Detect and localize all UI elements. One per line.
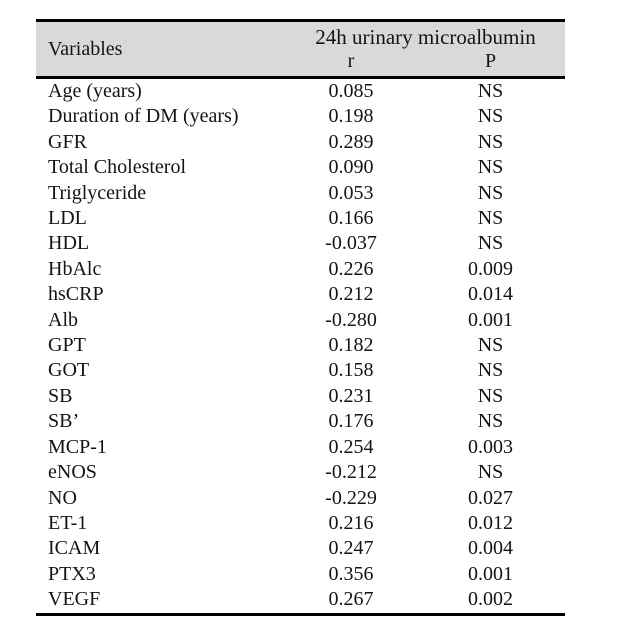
r-value-cell: 0.090 [328, 156, 374, 179]
p-value-cell: NS [477, 207, 504, 230]
variable-cell: SB’ [48, 410, 80, 433]
p-value-cell: 0.014 [468, 283, 513, 306]
table-row: Alb -0.280 0.001 [36, 308, 565, 333]
variable-cell: Total Cholesterol [48, 156, 187, 179]
r-column-header: r [286, 50, 416, 78]
r-value-cell: 0.356 [328, 562, 374, 585]
p-value-cell: 0.009 [468, 257, 513, 280]
r-value-cell: 0.289 [328, 130, 374, 153]
variable-cell: HDL [48, 232, 90, 255]
variable-cell: LDL [48, 207, 87, 230]
table-row: Total Cholesterol 0.090 NS [36, 155, 565, 180]
r-value-cell: 0.267 [328, 588, 374, 611]
table-row: GFR 0.289 NS [36, 130, 565, 155]
p-value-cell: NS [477, 359, 504, 382]
table-row: ICAM 0.247 0.004 [36, 536, 565, 561]
variable-cell: ICAM [48, 537, 101, 560]
table-row: hsCRP 0.212 0.014 [36, 282, 565, 307]
r-value-cell: 0.182 [328, 334, 374, 357]
table-row: SB 0.231 NS [36, 384, 565, 409]
table-row: PTX3 0.356 0.001 [36, 562, 565, 587]
variable-cell: MCP-1 [48, 435, 107, 458]
p-value-cell: 0.003 [468, 435, 513, 458]
r-value-cell: 0.085 [328, 80, 374, 102]
r-value-cell: 0.216 [328, 511, 374, 534]
header-row-group: Variables 24h urinary microalbumin [36, 20, 566, 78]
correlation-table: Variables 24h urinary microalbumin r P A… [36, 19, 566, 616]
p-value-cell: 0.001 [468, 562, 513, 585]
table-row: Age (years) 0.085 NS [36, 78, 565, 105]
p-column-header: P [416, 50, 566, 78]
variable-cell: eNOS [48, 461, 97, 484]
table-row: ET-1 0.216 0.012 [36, 511, 565, 536]
r-value-cell: 0.231 [328, 384, 374, 407]
header-row-sub: r P [36, 50, 566, 78]
p-value-cell: NS [477, 232, 504, 255]
r-value-cell: 0.254 [328, 435, 374, 458]
r-value-cell: 0.226 [328, 257, 374, 280]
r-value-cell: 0.212 [328, 283, 374, 306]
variable-cell: SB [48, 384, 73, 407]
r-value-cell: -0.280 [325, 308, 377, 331]
p-value-cell: NS [477, 334, 504, 357]
r-value-cell: 0.247 [328, 537, 374, 560]
variable-cell: Duration of DM (years) [48, 105, 239, 128]
variable-cell: GFR [48, 130, 87, 153]
table-row: Duration of DM (years) 0.198 NS [36, 104, 565, 129]
table-row: GOT 0.158 NS [36, 358, 565, 383]
table-row: SB’ 0.176 NS [36, 409, 565, 434]
p-value-cell: NS [477, 130, 504, 153]
table-row: HbAlc 0.226 0.009 [36, 257, 565, 282]
table-header: Variables 24h urinary microalbumin r P [36, 20, 566, 78]
table-row: VEGF 0.267 0.002 [36, 587, 565, 614]
variable-cell: GOT [48, 359, 90, 382]
r-value-cell: 0.176 [328, 410, 374, 433]
p-value-cell: NS [477, 181, 504, 204]
table-row: LDL 0.166 NS [36, 206, 565, 231]
p-value-cell: 0.001 [468, 308, 513, 331]
variable-cell: PTX3 [48, 562, 96, 585]
r-value-cell: -0.037 [325, 232, 377, 255]
group-column-header: 24h urinary microalbumin [286, 20, 566, 50]
variable-cell: hsCRP [48, 283, 104, 306]
table-body: Age (years) 0.085 NS Duration of DM (years)… [36, 78, 565, 615]
variable-cell: GPT [48, 334, 86, 357]
table-row: GPT 0.182 NS [36, 333, 565, 358]
variables-column-header: Variables [36, 20, 286, 78]
p-value-cell: 0.012 [468, 511, 513, 534]
p-value-cell: NS [477, 461, 504, 484]
variable-cell: HbAlc [48, 257, 102, 280]
table-row: MCP-1 0.254 0.003 [36, 435, 565, 460]
p-value-cell: 0.002 [468, 588, 513, 611]
variable-cell: VEGF [48, 588, 101, 611]
variable-cell: Age (years) [48, 80, 142, 102]
r-value-cell: -0.212 [325, 461, 377, 484]
table-row: HDL -0.037 NS [36, 231, 565, 256]
r-value-cell: 0.158 [328, 359, 374, 382]
p-value-cell: 0.027 [468, 486, 513, 509]
p-value-cell: NS [477, 384, 504, 407]
r-value-cell: 0.166 [328, 207, 374, 230]
p-value-cell: NS [477, 156, 504, 179]
p-value-cell: 0.004 [468, 537, 513, 560]
table-row: NO -0.229 0.027 [36, 486, 565, 511]
r-value-cell: 0.053 [328, 181, 374, 204]
table-row: eNOS -0.212 NS [36, 460, 565, 485]
variable-cell: ET-1 [48, 511, 88, 534]
variable-cell: NO [48, 486, 77, 509]
variable-cell: Alb [48, 308, 78, 331]
p-value-cell: NS [477, 410, 504, 433]
p-value-cell: NS [477, 80, 504, 102]
p-value-cell: NS [477, 105, 504, 128]
table-row: Triglyceride 0.053 NS [36, 181, 565, 206]
r-value-cell: -0.229 [325, 486, 377, 509]
variable-cell: Triglyceride [48, 181, 147, 204]
r-value-cell: 0.198 [328, 105, 374, 128]
